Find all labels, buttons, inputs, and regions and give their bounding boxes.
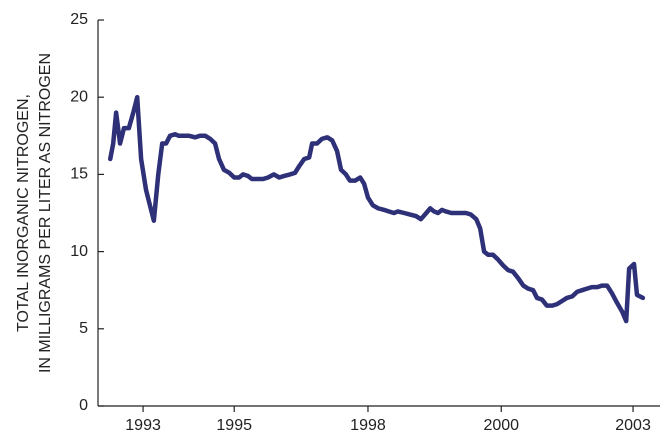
y-axis-label: TOTAL INORGANIC NITROGEN, (15, 94, 32, 332)
x-tick-label: 1995 (216, 417, 252, 434)
y-tick-label: 15 (70, 166, 88, 183)
x-tick-label: 1993 (125, 417, 161, 434)
y-tick-label: 10 (70, 243, 88, 260)
data-line (108, 94, 646, 324)
y-tick-label: 20 (70, 88, 88, 105)
y-tick-label: 5 (79, 320, 88, 337)
x-tick-label: 1998 (350, 417, 386, 434)
y-axis-label: IN MILLIGRAMS PER LITER AS NITROGEN (37, 53, 54, 373)
y-tick-label: 25 (70, 11, 88, 28)
x-tick-label: 2000 (483, 417, 519, 434)
y-tick-label: 0 (79, 397, 88, 414)
x-tick-label: 2003 (615, 417, 651, 434)
